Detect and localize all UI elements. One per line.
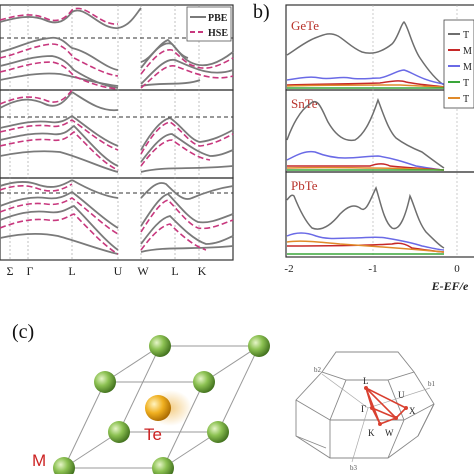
te-label: Te xyxy=(144,425,162,444)
bz-axis-labels: b1 b2 b3 xyxy=(314,366,436,472)
panel-c-label: (c) xyxy=(12,321,34,343)
dos-material-pbte: PbTe xyxy=(291,178,318,193)
band-structure-panel: PBE HSE Σ Γ L U W L K xyxy=(0,4,234,278)
band-subplot-pbte xyxy=(0,177,234,261)
bz-label: Γ xyxy=(361,404,366,414)
bz-axes xyxy=(321,373,431,463)
bz-label: X xyxy=(409,406,416,416)
bz-label: L xyxy=(363,376,369,386)
metal-atom xyxy=(248,335,270,357)
metal-atom xyxy=(152,457,174,474)
bz-label: K xyxy=(368,428,375,438)
metal-atom xyxy=(149,335,171,357)
dos-curves-gete xyxy=(286,21,445,89)
kpath-label: Γ xyxy=(27,264,34,278)
metal-atom xyxy=(193,371,215,393)
dos-x-tick: 0 xyxy=(454,263,460,275)
fermi-lines xyxy=(0,37,233,194)
dos-material-snte: SnTe xyxy=(291,96,318,111)
dos-x-tick: -2 xyxy=(284,263,293,275)
dos-legend-entry: M xyxy=(463,62,472,73)
dos-curves-snte xyxy=(286,97,445,171)
kpath-label: Σ xyxy=(7,264,14,278)
crystal-panel: (c) xyxy=(12,321,270,474)
kpath-label: U xyxy=(114,264,123,278)
dos-x-label: E-EF/e xyxy=(431,279,469,293)
bz-axis-label: b2 xyxy=(314,366,322,374)
dos-subplot-pbte xyxy=(285,171,474,258)
bz-label: W xyxy=(385,428,394,438)
dos-legend-entry: T xyxy=(463,94,469,105)
bz-point-labels: L Γ U X K W xyxy=(361,376,416,438)
metal-label: M xyxy=(32,451,46,470)
dos-curves-pbte xyxy=(286,186,445,255)
dos-legend: T M M T T xyxy=(443,19,474,109)
bz-axis-label: b3 xyxy=(350,464,358,472)
band-legend: PBE HSE xyxy=(186,6,232,42)
legend-pbe: PBE xyxy=(208,13,228,24)
dos-x-tick: -1 xyxy=(368,263,377,275)
kpoint-gridlines xyxy=(9,5,200,260)
dos-material-gete: GeTe xyxy=(291,18,319,33)
brillouin-zone: L Γ U X K W b1 b2 b3 xyxy=(295,351,436,472)
dos-x-axis: -2 -1 0 E-EF/e xyxy=(284,263,469,293)
kpath-label: L xyxy=(68,264,75,278)
metal-atom xyxy=(53,457,75,474)
dos-legend-entry: T xyxy=(463,30,469,41)
dos-legend-entry: T xyxy=(463,78,469,89)
bz-label: U xyxy=(398,390,405,400)
te-atom xyxy=(145,390,192,426)
metal-atom xyxy=(108,421,130,443)
dos-panel: b) GeTe SnTe PbTe xyxy=(253,1,474,293)
panel-b-label: b) xyxy=(253,1,270,23)
metal-atom xyxy=(94,371,116,393)
kpath-label: L xyxy=(171,264,178,278)
metal-atoms xyxy=(53,335,270,474)
metal-atom xyxy=(207,421,229,443)
bands-pbte xyxy=(0,179,234,255)
kpath-label: W xyxy=(137,264,149,278)
legend-hse: HSE xyxy=(208,28,228,39)
bands-gete xyxy=(0,7,234,90)
kpath-label: K xyxy=(198,264,207,278)
bz-axis-label: b1 xyxy=(428,380,436,388)
bz-points xyxy=(364,386,408,426)
dos-legend-entry: M xyxy=(463,46,472,57)
kpath-labels: Σ Γ L U W L K xyxy=(7,264,207,278)
bands-snte xyxy=(0,89,234,173)
